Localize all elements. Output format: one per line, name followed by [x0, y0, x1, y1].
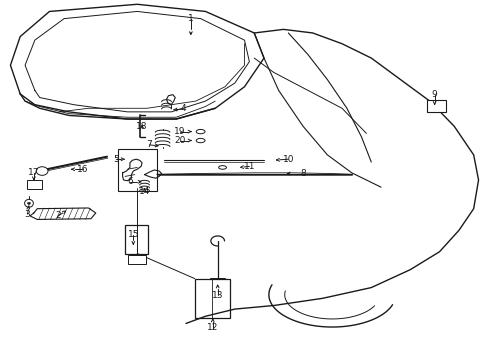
Ellipse shape [196, 130, 204, 134]
Polygon shape [30, 208, 96, 220]
Text: 20: 20 [174, 136, 185, 145]
Ellipse shape [196, 138, 204, 143]
FancyBboxPatch shape [26, 180, 42, 189]
Bar [194, 279, 229, 318]
Text: 14: 14 [139, 187, 150, 196]
Text: 13: 13 [211, 291, 223, 300]
Text: 3: 3 [24, 210, 30, 219]
Text: 2: 2 [55, 211, 61, 220]
Text: 18: 18 [136, 122, 147, 131]
Text: 1: 1 [187, 14, 193, 23]
Ellipse shape [24, 199, 33, 207]
Text: 9: 9 [431, 90, 437, 99]
Circle shape [36, 167, 48, 175]
Text: 7: 7 [146, 140, 152, 149]
Bar [118, 149, 157, 192]
Text: 17: 17 [28, 168, 40, 177]
Text: 8: 8 [300, 169, 305, 178]
Bar [125, 225, 148, 253]
Text: 11: 11 [243, 162, 255, 171]
Text: 5: 5 [113, 155, 119, 164]
Text: 10: 10 [282, 155, 294, 164]
FancyBboxPatch shape [426, 100, 446, 112]
Circle shape [27, 202, 30, 204]
Text: 6: 6 [127, 177, 133, 186]
Text: 15: 15 [127, 230, 139, 239]
Text: 4: 4 [181, 104, 186, 113]
Ellipse shape [218, 166, 226, 169]
Text: 12: 12 [207, 323, 218, 332]
Text: 19: 19 [174, 127, 185, 136]
FancyBboxPatch shape [128, 255, 146, 264]
Text: 16: 16 [77, 165, 88, 174]
